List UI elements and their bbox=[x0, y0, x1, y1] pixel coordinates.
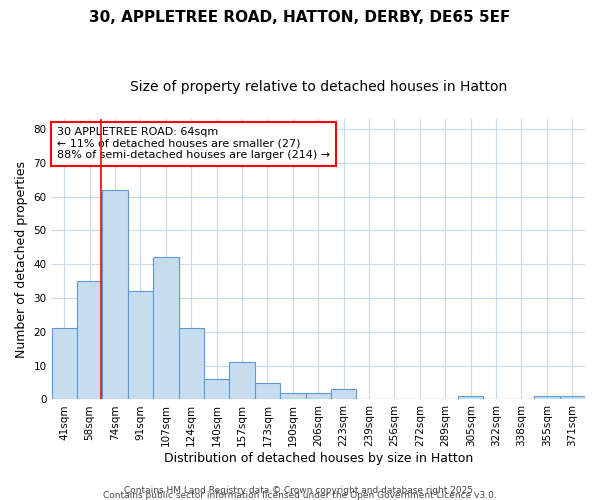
Bar bbox=[128, 291, 153, 400]
Bar bbox=[229, 362, 255, 400]
Y-axis label: Number of detached properties: Number of detached properties bbox=[15, 160, 28, 358]
Text: 30, APPLETREE ROAD, HATTON, DERBY, DE65 5EF: 30, APPLETREE ROAD, HATTON, DERBY, DE65 … bbox=[89, 10, 511, 25]
Bar bbox=[103, 190, 128, 400]
Text: Contains HM Land Registry data © Crown copyright and database right 2025.: Contains HM Land Registry data © Crown c… bbox=[124, 486, 476, 495]
Text: 30 APPLETREE ROAD: 64sqm
← 11% of detached houses are smaller (27)
88% of semi-d: 30 APPLETREE ROAD: 64sqm ← 11% of detach… bbox=[57, 127, 330, 160]
Bar bbox=[560, 396, 585, 400]
X-axis label: Distribution of detached houses by size in Hatton: Distribution of detached houses by size … bbox=[164, 452, 473, 465]
Text: Contains public sector information licensed under the Open Government Licence v3: Contains public sector information licen… bbox=[103, 491, 497, 500]
Bar bbox=[458, 396, 484, 400]
Bar bbox=[305, 392, 331, 400]
Title: Size of property relative to detached houses in Hatton: Size of property relative to detached ho… bbox=[130, 80, 507, 94]
Bar bbox=[179, 328, 204, 400]
Bar bbox=[52, 328, 77, 400]
Bar bbox=[255, 382, 280, 400]
Bar bbox=[77, 281, 103, 400]
Bar bbox=[331, 390, 356, 400]
Bar bbox=[534, 396, 560, 400]
Bar bbox=[153, 258, 179, 400]
Bar bbox=[280, 392, 305, 400]
Bar bbox=[204, 379, 229, 400]
